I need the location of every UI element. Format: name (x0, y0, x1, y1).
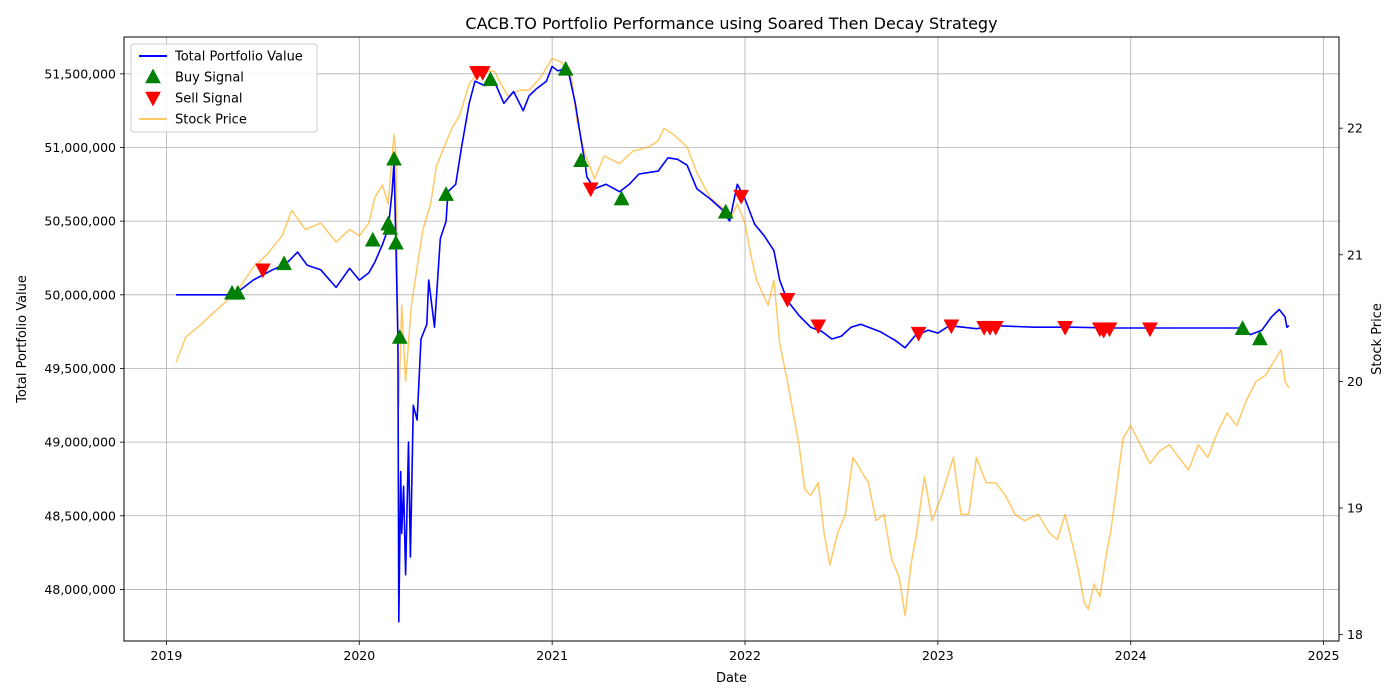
signal-markers (224, 60, 1268, 346)
y-tick-label: 49,000,000 (44, 435, 116, 450)
sell-signal-marker (810, 319, 827, 335)
y-tick-label: 48,000,000 (44, 582, 116, 597)
sell-signal-marker (1101, 322, 1118, 338)
legend-box (130, 43, 318, 133)
legend-label: Sell Signal (175, 92, 243, 107)
y-right-tick-label: 22 (1347, 121, 1363, 136)
sell-signal-marker (910, 326, 927, 342)
y-tick-label: 48,500,000 (44, 508, 116, 523)
y-axis-title: Total Portfolio Value (15, 275, 30, 404)
legend-label: Buy Signal (175, 71, 244, 86)
x-tick-label: 2020 (343, 648, 375, 663)
legend-label: Stock Price (175, 113, 247, 128)
grid-lines (124, 37, 1339, 641)
y-right-tick-label: 19 (1347, 501, 1363, 516)
sell-signal-marker (987, 320, 1004, 336)
y-tick-label: 50,000,000 (44, 287, 116, 302)
x-tick-label: 2021 (536, 648, 568, 663)
x-tick-label: 2023 (922, 648, 954, 663)
buy-signal-marker (438, 186, 454, 201)
x-axis-title: Date (716, 671, 747, 686)
buy-signal-marker (557, 60, 574, 76)
buy-signal-marker (717, 203, 734, 219)
buy-signal-marker (229, 284, 246, 300)
x-tick-label: 2025 (1308, 648, 1340, 663)
legend-label: Total Portfolio Value (174, 50, 303, 65)
sell-signal-marker (474, 66, 491, 81)
y-right-axis-title: Stock Price (1370, 303, 1385, 375)
y-tick-label: 50,500,000 (44, 214, 116, 229)
buy-signal-marker (391, 328, 408, 344)
buy-signal-marker (1252, 330, 1268, 346)
chart-title: CACB.TO Portfolio Performance using Soar… (465, 14, 997, 33)
y-tick-label: 49,500,000 (44, 361, 116, 376)
buy-signal-marker (382, 219, 399, 235)
sell-signal-marker (254, 263, 271, 279)
sell-signal-marker (779, 292, 796, 308)
x-tick-label: 2019 (151, 648, 183, 663)
buy-signal-marker (364, 231, 381, 247)
sell-signal-marker (943, 319, 960, 335)
legend-buy-swatch (145, 68, 161, 84)
axes: 2019 2020 2021 2022 2023 2024 202548,000,00048… (44, 66, 1363, 663)
buy-signal-marker (1234, 320, 1251, 335)
legend: Total Portfolio Value Buy Signal Sell Sign… (130, 43, 318, 133)
x-tick-label: 2022 (729, 648, 761, 663)
y-tick-label: 51,500,000 (44, 66, 116, 81)
x-tick-label: 2024 (1115, 648, 1147, 663)
sell-signal-marker (733, 189, 750, 205)
buy-signal-marker (388, 234, 404, 250)
legend-sell-swatch (145, 91, 161, 107)
y-right-tick-label: 20 (1347, 374, 1363, 389)
sell-signal-marker (582, 182, 599, 198)
y-right-tick-label: 21 (1347, 247, 1363, 262)
sell-signal-marker (1057, 320, 1074, 336)
buy-signal-marker (482, 71, 499, 86)
buy-signal-marker (386, 150, 402, 166)
sell-signal-marker (1142, 322, 1158, 338)
buy-signal-marker (573, 152, 589, 167)
y-tick-label: 51,000,000 (44, 140, 116, 155)
y-right-tick-label: 18 (1347, 627, 1363, 642)
plot-frame (123, 36, 1340, 642)
buy-signal-marker (276, 255, 292, 271)
buy-signal-marker (613, 190, 630, 206)
